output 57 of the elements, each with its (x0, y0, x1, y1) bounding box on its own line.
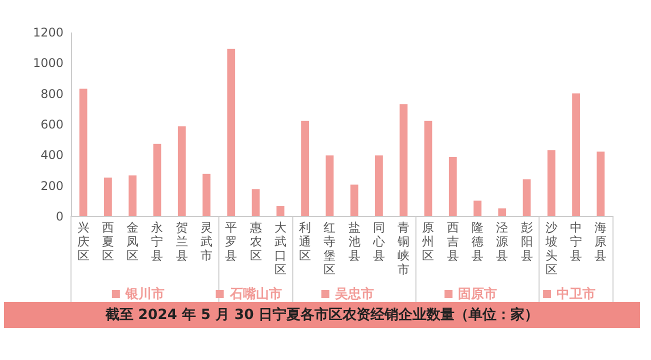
text: 截至 2024 年 5 月 30 日宁夏各市区农资经销企业数量（单位：家） (4, 302, 640, 328)
y-tick-label: 600 (40, 118, 64, 132)
x-tick-label: 海原县 (594, 220, 607, 262)
bar (252, 189, 260, 216)
x-tick-label: 红寺堡区 (324, 220, 336, 276)
bar (596, 152, 605, 216)
x-tick-label: 沙坡头区 (544, 220, 558, 276)
y-tick-label: 800 (40, 86, 64, 101)
bar (572, 93, 580, 216)
legend-label: 固原市 (458, 286, 497, 302)
x-tick-label: 大武口区 (274, 220, 286, 276)
x-tick-label: 西吉县 (446, 220, 459, 262)
legend-label: 吴忠市 (334, 286, 374, 302)
bar (227, 48, 236, 216)
x-tick-label: 永宁县 (151, 220, 164, 262)
bar (128, 175, 137, 216)
x-tick-label: 彭阳县 (520, 220, 533, 262)
legend-label: 中卫市 (556, 286, 596, 302)
bar (301, 120, 309, 216)
bar (79, 88, 88, 216)
x-tick-label: 原州区 (422, 220, 434, 262)
y-tick-label: 0 (56, 210, 64, 224)
x-tick-label: 西夏区 (102, 220, 114, 262)
legend-label: 石嘴山市 (228, 286, 282, 302)
x-tick-label: 兴庆区 (77, 220, 90, 262)
bar (350, 184, 358, 216)
bar (498, 208, 506, 216)
bar (276, 206, 284, 216)
bar (153, 144, 162, 216)
x-tick-label: 平罗县 (225, 220, 238, 262)
bar (547, 150, 556, 216)
y-tick-label: 400 (40, 148, 64, 162)
x-tick-label: 隆德县 (472, 220, 484, 262)
x-tick-label: 灵武市 (200, 220, 212, 262)
x-tick-label: 中宁县 (570, 220, 582, 262)
x-tick-label: 泾源县 (496, 220, 508, 262)
x-tick-label: 利通区 (299, 220, 312, 262)
x-tick-label: 惠农区 (248, 220, 262, 262)
bar (326, 155, 334, 216)
x-tick-label: 金凤区 (126, 220, 139, 262)
bar (202, 174, 210, 216)
x-tick-label: 青铜峡市 (396, 220, 410, 276)
x-tick-label: 贺兰县 (176, 220, 188, 262)
y-tick-label: 1000 (32, 56, 64, 70)
legend-label: 银川市 (124, 286, 164, 302)
bar (400, 104, 408, 216)
bar (522, 179, 531, 216)
bar (474, 200, 482, 216)
y-tick-label: 1200 (32, 26, 64, 40)
bar (178, 126, 186, 216)
x-tick-label: 盐池县 (348, 220, 360, 262)
bar (375, 155, 383, 216)
bar (448, 156, 457, 216)
x-tick-label: 同心县 (372, 220, 385, 262)
bar (424, 120, 432, 216)
y-tick-label: 200 (40, 178, 64, 193)
bar (104, 178, 112, 216)
